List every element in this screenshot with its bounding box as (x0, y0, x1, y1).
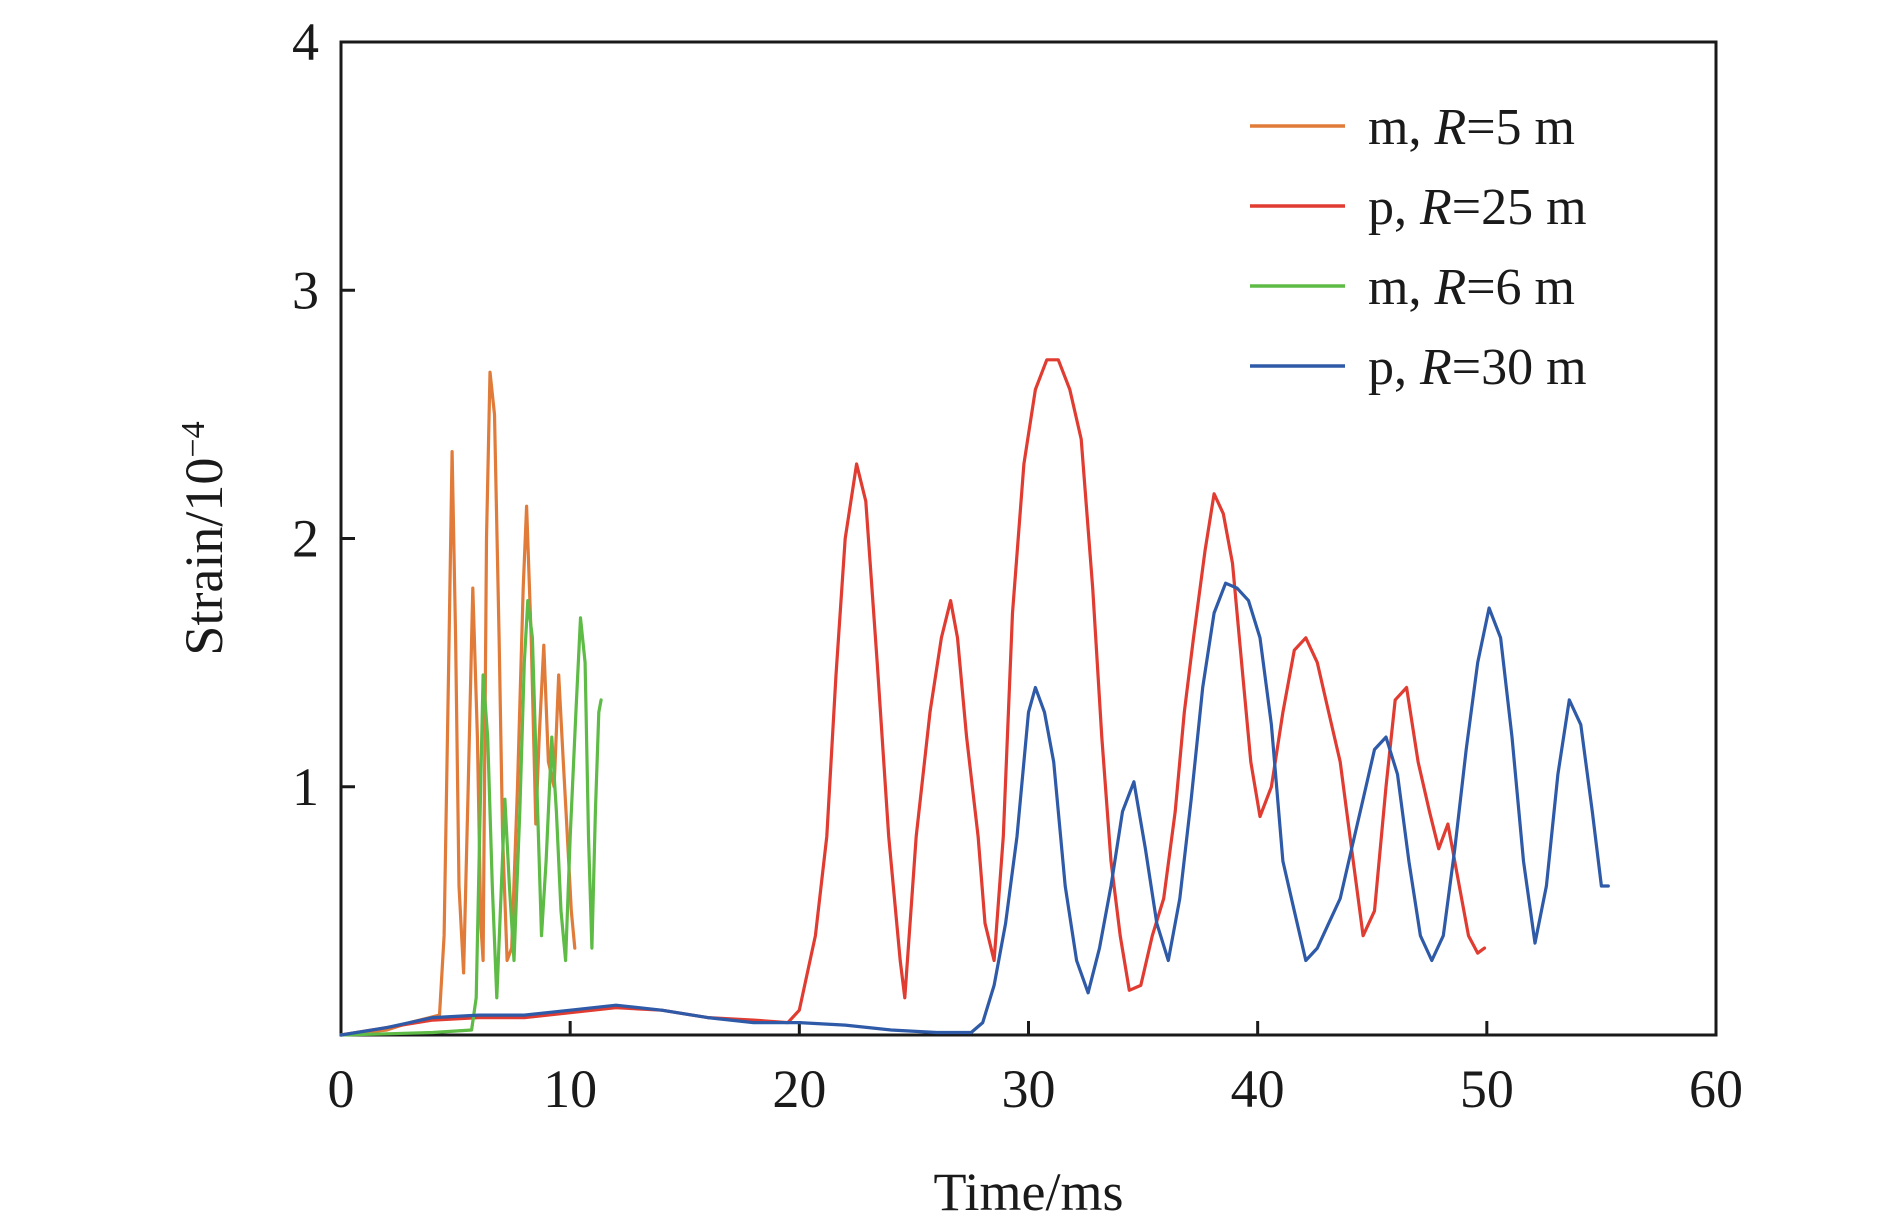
x-tick-label: 50 (1460, 1059, 1514, 1119)
x-tick-label: 0 (328, 1059, 355, 1119)
x-axis-label: Time/ms (933, 1162, 1123, 1222)
legend-label-prefix: m, (1368, 259, 1434, 316)
y-axis-label-exponent: −4 (175, 421, 212, 457)
x-tick-label: 20 (772, 1059, 826, 1119)
legend: m, R=5 mp, R=25 mm, R=6 mp, R=30 m (1250, 99, 1587, 396)
series-line-4 (339, 581, 1610, 1037)
y-tick-label: 3 (292, 260, 319, 320)
legend-label-variable: R (1433, 259, 1466, 316)
legend-label-suffix: =6 m (1466, 259, 1575, 316)
legend-label-suffix: =30 m (1452, 339, 1587, 396)
legend-label-variable: R (1419, 339, 1452, 396)
legend-label-suffix: =5 m (1466, 99, 1575, 156)
x-tick-label: 30 (1002, 1059, 1056, 1119)
series-layer (339, 358, 1610, 1037)
legend-label-variable: R (1433, 99, 1466, 156)
x-tick-label: 40 (1231, 1059, 1285, 1119)
legend-label-1: m, R=5 m (1368, 99, 1575, 156)
y-tick-label: 1 (292, 757, 319, 817)
series-line-2 (339, 358, 1487, 1037)
legend-label-prefix: p, (1368, 339, 1420, 396)
legend-label-prefix: m, (1368, 99, 1434, 156)
y-tick-label: 2 (292, 509, 319, 569)
y-axis-label-text: Strain/10 (174, 458, 234, 656)
y-axis-label: Strain/10−4 (174, 421, 234, 655)
legend-label-4: p, R=30 m (1368, 339, 1587, 396)
series-line-1 (339, 370, 577, 1037)
legend-label-2: p, R=25 m (1368, 179, 1587, 236)
x-tick-label: 60 (1689, 1059, 1743, 1119)
legend-label-prefix: p, (1368, 179, 1420, 236)
ticks-layer: 0 10 20 30 40 50 60 1 2 3 4 (292, 12, 1743, 1119)
y-tick-label: 4 (292, 12, 319, 72)
legend-label-suffix: =25 m (1452, 179, 1587, 236)
legend-label-3: m, R=6 m (1368, 259, 1575, 316)
x-tick-label: 10 (543, 1059, 597, 1119)
series-line-3 (339, 599, 603, 1037)
legend-label-variable: R (1419, 179, 1452, 236)
